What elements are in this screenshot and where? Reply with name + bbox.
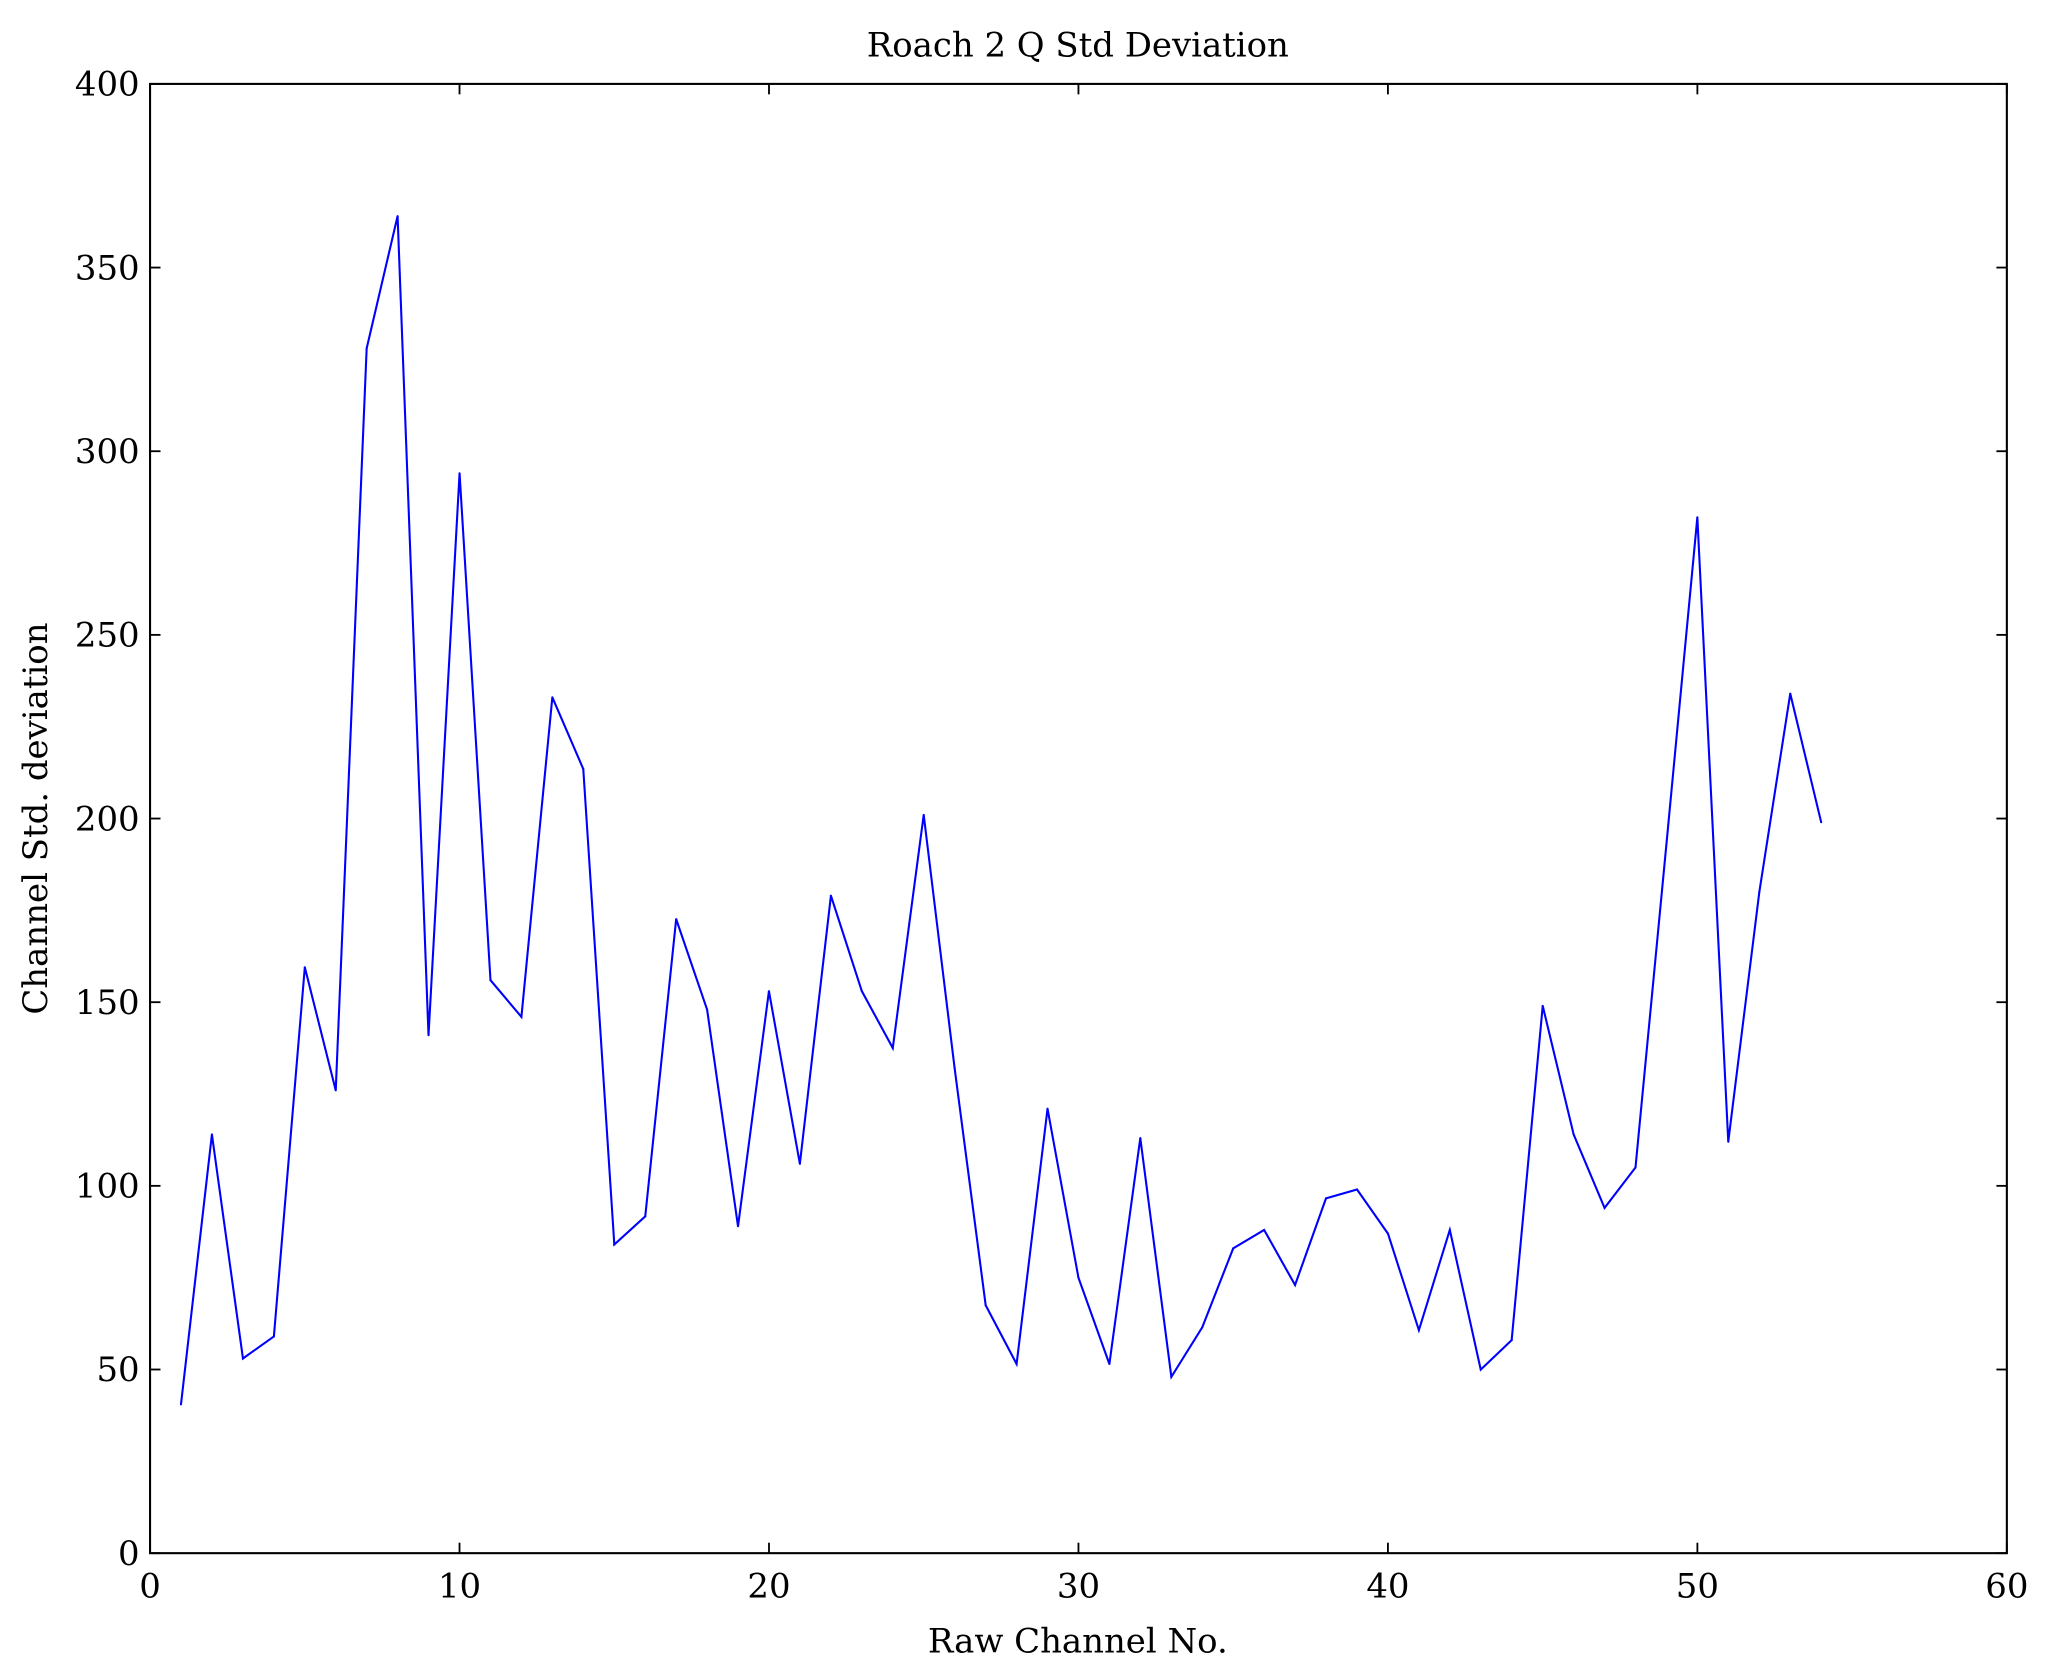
data-point: [551, 696, 554, 699]
data-point: [1294, 1283, 1297, 1287]
data-point: [1108, 1362, 1111, 1366]
data-point: [1510, 1339, 1513, 1342]
data-point: [1015, 1362, 1018, 1366]
data-point: [1665, 843, 1668, 846]
data-point: [1201, 1326, 1204, 1329]
data-point: [1479, 1368, 1482, 1371]
x-tick-label: 40: [1366, 1567, 1409, 1606]
data-point: [1386, 1232, 1389, 1235]
data-point: [1139, 1137, 1142, 1140]
data-point: [922, 813, 925, 816]
data-point: [767, 990, 771, 993]
data-point: [829, 894, 832, 897]
data-point: [1170, 1375, 1173, 1378]
data-point: [1603, 1206, 1606, 1209]
x-tick-label: 50: [1676, 1567, 1719, 1606]
data-point: [1634, 1166, 1637, 1169]
data-point: [1820, 821, 1823, 824]
chart-title: Roach 2 Q Std Deviation: [867, 26, 1289, 65]
y-tick-label: 0: [118, 1534, 140, 1573]
x-tick-label: 30: [1057, 1567, 1100, 1606]
data-point: [1758, 890, 1761, 894]
data-point: [582, 767, 585, 770]
data-point: [1263, 1228, 1266, 1231]
x-tick-label: 20: [747, 1567, 790, 1606]
data-point: [1355, 1188, 1359, 1191]
x-tick-label: 60: [1985, 1567, 2028, 1606]
data-point: [706, 1008, 709, 1011]
data-point: [334, 1089, 337, 1092]
series-line: [179, 215, 1823, 1405]
data-point: [179, 1403, 183, 1406]
data-point: [1541, 1004, 1544, 1007]
x-axis-label: Raw Channel No.: [928, 1621, 1228, 1660]
y-tick-label: 200: [75, 799, 140, 838]
x-tick-label: 0: [139, 1567, 161, 1606]
y-tick-label: 400: [75, 65, 140, 104]
data-point: [520, 1015, 523, 1018]
data-point: [489, 979, 492, 982]
data-point: [1572, 1133, 1575, 1136]
y-tick-label: 100: [75, 1167, 140, 1206]
y-tick-label: 50: [96, 1350, 139, 1389]
data-point: [984, 1304, 987, 1307]
data-point: [1448, 1228, 1451, 1231]
data-point: [1696, 516, 1699, 519]
y-tick-label: 250: [75, 616, 140, 655]
data-point: [891, 1047, 894, 1050]
data-point: [365, 347, 368, 350]
y-tick-label: 300: [75, 432, 140, 471]
data-point: [644, 1215, 647, 1218]
data-point: [1232, 1247, 1235, 1250]
data-point: [303, 966, 306, 969]
data-point: [1789, 692, 1792, 695]
data-point: [210, 1133, 213, 1136]
data-point: [613, 1243, 616, 1246]
y-tick-label: 150: [75, 983, 140, 1022]
plot-frame: [149, 82, 2008, 1555]
data-point: [736, 1225, 740, 1228]
data-point: [1417, 1329, 1420, 1332]
data-point: [675, 918, 678, 921]
data-point: [860, 990, 863, 993]
data-point: [241, 1357, 244, 1360]
data-point: [1077, 1276, 1080, 1279]
y-tick-label: 350: [75, 248, 140, 287]
data-point: [1727, 1140, 1730, 1143]
y-axis-label: Channel Std. deviation: [16, 622, 55, 1014]
data-point: [1324, 1197, 1328, 1200]
x-tick-label: 10: [438, 1567, 481, 1606]
data-point: [458, 472, 461, 475]
data-point: [427, 1034, 430, 1037]
data-point: [396, 215, 399, 218]
data-point: [953, 1067, 956, 1070]
data-point: [272, 1335, 275, 1338]
data-point: [798, 1162, 801, 1165]
data-point: [1046, 1107, 1049, 1110]
